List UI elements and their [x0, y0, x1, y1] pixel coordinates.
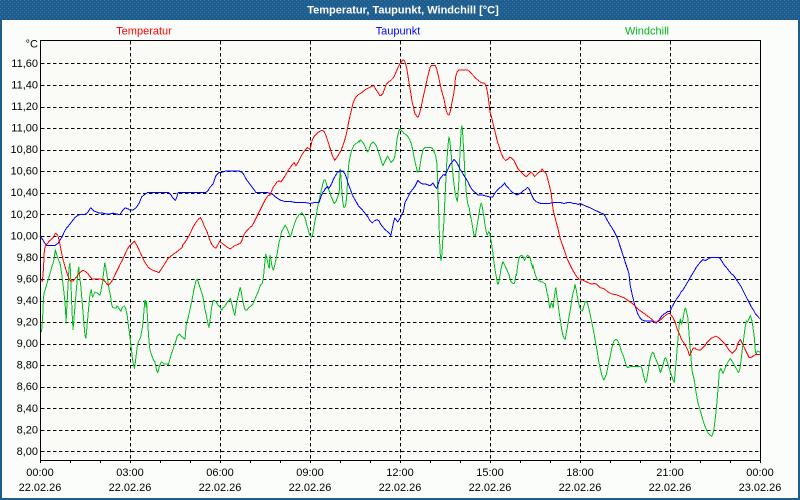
svg-text:10,00: 10,00 [10, 230, 38, 242]
svg-text:8,60: 8,60 [17, 381, 38, 393]
svg-text:10,20: 10,20 [10, 209, 38, 221]
svg-text:22.02.26: 22.02.26 [109, 482, 152, 494]
svg-text:22.02.26: 22.02.26 [559, 482, 602, 494]
svg-text:00:00: 00:00 [26, 467, 54, 479]
svg-text:22.02.26: 22.02.26 [469, 482, 512, 494]
svg-text:8,80: 8,80 [17, 360, 38, 372]
svg-text:23.02.26: 23.02.26 [739, 482, 782, 494]
svg-text:11,60: 11,60 [11, 58, 38, 70]
svg-text:9,80: 9,80 [17, 252, 38, 264]
svg-text:06:00: 06:00 [206, 467, 234, 479]
svg-text:11,40: 11,40 [11, 80, 38, 92]
svg-text:9,20: 9,20 [17, 317, 38, 329]
svg-text:9,40: 9,40 [17, 295, 38, 307]
svg-text:22.02.26: 22.02.26 [379, 482, 422, 494]
svg-text:Temperatur: Temperatur [116, 26, 172, 38]
svg-text:11,20: 11,20 [11, 101, 38, 113]
svg-text:8,40: 8,40 [17, 403, 38, 415]
svg-text:11,00: 11,00 [11, 123, 38, 135]
svg-text:8,00: 8,00 [17, 446, 38, 458]
svg-text:Temperatur, Taupunkt, Windchil: Temperatur, Taupunkt, Windchill [°C] [307, 5, 499, 17]
svg-text:10,80: 10,80 [10, 144, 38, 156]
svg-text:21:00: 21:00 [656, 467, 684, 479]
svg-text:10,40: 10,40 [10, 187, 38, 199]
svg-text:10,60: 10,60 [10, 166, 38, 178]
svg-text:9,00: 9,00 [17, 338, 38, 350]
svg-text:9,60: 9,60 [17, 274, 38, 286]
svg-text:Windchill: Windchill [625, 26, 669, 38]
svg-text:22.02.26: 22.02.26 [289, 482, 332, 494]
svg-text:22.02.26: 22.02.26 [199, 482, 242, 494]
svg-text:09:00: 09:00 [296, 467, 324, 479]
svg-text:12:00: 12:00 [386, 467, 414, 479]
svg-text:15:00: 15:00 [476, 467, 504, 479]
svg-text:Taupunkt: Taupunkt [376, 26, 421, 38]
svg-text:°C: °C [26, 39, 38, 51]
svg-text:22.02.26: 22.02.26 [19, 482, 62, 494]
svg-text:00:00: 00:00 [746, 467, 774, 479]
svg-text:03:00: 03:00 [116, 467, 144, 479]
svg-text:18:00: 18:00 [566, 467, 594, 479]
svg-text:8,20: 8,20 [17, 424, 38, 436]
svg-text:22.02.26: 22.02.26 [649, 482, 692, 494]
